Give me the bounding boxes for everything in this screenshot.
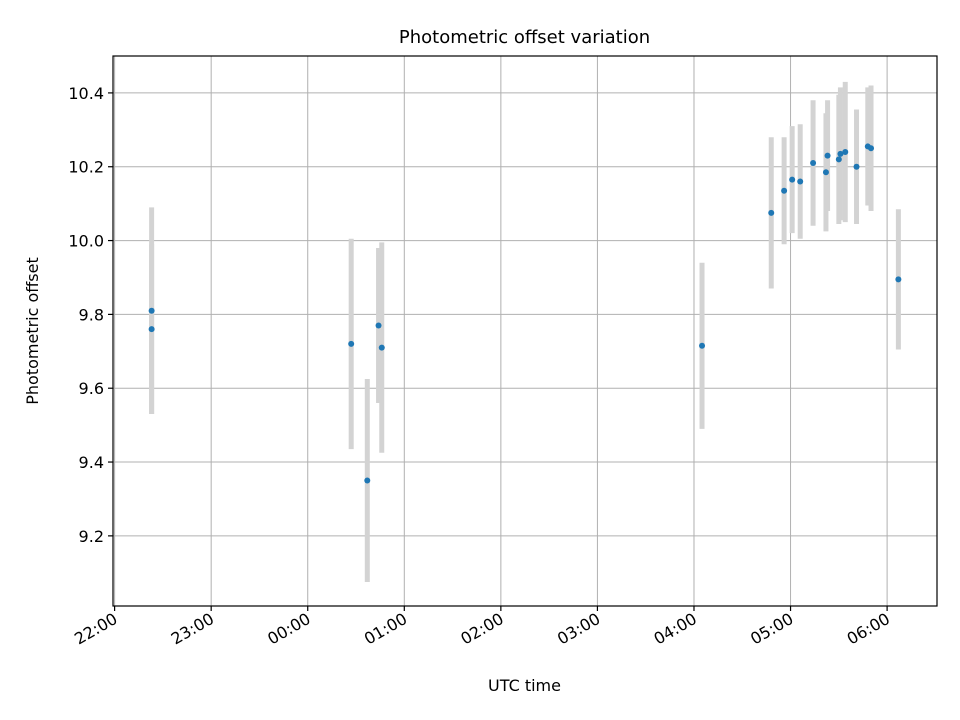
y-tick-label: 10.0	[68, 232, 104, 251]
data-point	[853, 163, 860, 170]
x-tick-label: 23:00	[168, 609, 217, 649]
data-point	[781, 187, 788, 194]
chart-title: Photometric offset variation	[399, 27, 650, 48]
y-tick-label: 10.2	[68, 158, 104, 177]
x-axis-ticks: 22:00 23:00 00:00 01:00 02:00 03:00 04:00 05:00…	[71, 606, 893, 649]
data-point	[895, 276, 902, 283]
y-axis-label: Photometric offset	[23, 257, 42, 405]
x-tick-label: 22:00	[71, 609, 120, 649]
data-point	[699, 342, 706, 349]
y-axis-ticks: 9.2 9.4 9.6 9.8 10.0 10.2 10.4	[68, 84, 113, 546]
x-tick-label: 02:00	[457, 609, 506, 649]
grid-layer	[113, 56, 937, 606]
data-point	[810, 160, 817, 167]
y-tick-label: 9.2	[79, 527, 104, 546]
errorbar-layer	[149, 81, 901, 583]
data-point	[824, 152, 831, 159]
data-point	[148, 326, 155, 333]
x-tick-label: 06:00	[844, 609, 893, 649]
x-tick-label: 00:00	[264, 609, 313, 649]
x-tick-label: 05:00	[747, 609, 796, 649]
data-point	[789, 176, 796, 183]
data-point	[148, 307, 155, 314]
data-point	[364, 477, 371, 484]
data-point	[375, 322, 382, 329]
data-point	[378, 344, 385, 351]
y-tick-label: 9.6	[79, 379, 104, 398]
y-tick-label: 10.4	[68, 84, 104, 103]
data-point	[868, 145, 875, 152]
data-point	[768, 209, 775, 216]
data-point	[842, 148, 849, 155]
data-point	[837, 150, 844, 157]
x-tick-label: 03:00	[554, 609, 603, 649]
x-axis-label: UTC time	[488, 676, 561, 695]
plot-frame	[112, 55, 938, 607]
point-layer	[148, 143, 902, 484]
data-point	[797, 178, 804, 185]
y-tick-label: 9.8	[79, 305, 104, 324]
y-tick-label: 9.4	[79, 453, 104, 472]
data-point	[835, 156, 842, 163]
x-tick-label: 01:00	[361, 609, 410, 649]
data-point	[348, 340, 355, 347]
data-point	[822, 169, 829, 176]
x-tick-label: 04:00	[651, 609, 700, 649]
